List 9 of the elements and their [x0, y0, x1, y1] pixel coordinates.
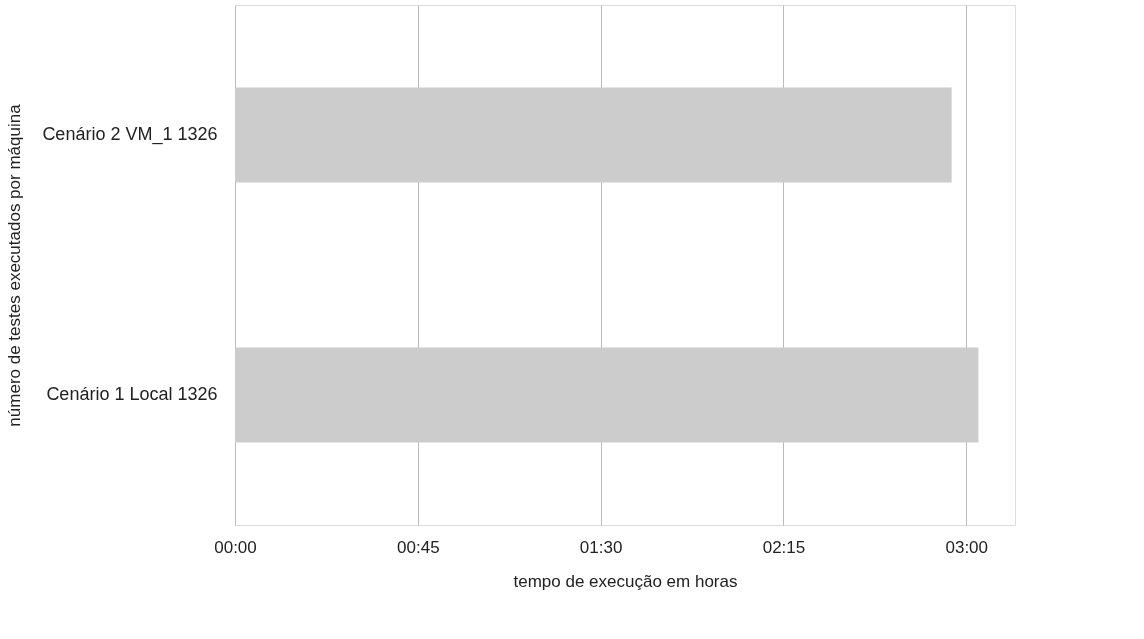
x-tick-label: 02:15 — [762, 537, 806, 557]
x-tick-label: 03:00 — [945, 537, 989, 557]
y-tick-label: Cenário 2 VM_1 1326 — [42, 124, 218, 145]
y-tick-label: Cenário 1 Local 1326 — [46, 384, 218, 404]
y-axis-title: número de testes executados por máquina — [4, 103, 24, 427]
x-tick-label: 00:45 — [397, 537, 440, 557]
x-axis-title: tempo de execução em horas — [513, 571, 738, 591]
x-tick-label: 01:30 — [579, 537, 623, 557]
x-tick-label: 00:00 — [214, 537, 257, 557]
